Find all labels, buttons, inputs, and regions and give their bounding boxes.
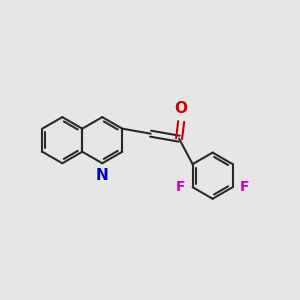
Text: F: F xyxy=(240,180,250,194)
Text: N: N xyxy=(96,169,109,184)
Text: O: O xyxy=(175,101,188,116)
Text: F: F xyxy=(176,180,185,194)
